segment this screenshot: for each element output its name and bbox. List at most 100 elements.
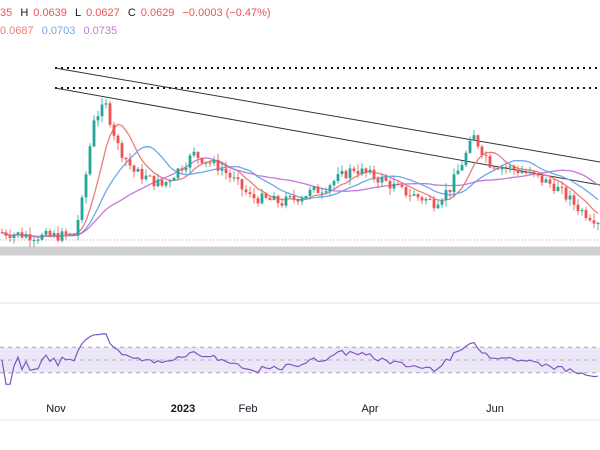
candle-body (64, 231, 68, 235)
candle-body (4, 232, 8, 236)
legend-high-label: H (20, 7, 29, 19)
candle-body (148, 175, 152, 177)
candle-body (200, 157, 204, 164)
candle-body (32, 240, 36, 242)
candle-body (304, 195, 308, 199)
candle-body (296, 199, 300, 202)
candle-body (208, 162, 212, 164)
candle-body (280, 203, 284, 206)
candle-body (256, 198, 260, 204)
candle-body (540, 175, 544, 183)
candle-body (68, 233, 72, 235)
candle-body (136, 168, 140, 172)
candle-body (432, 199, 436, 209)
candle-body (308, 189, 312, 196)
candle-body (320, 192, 324, 194)
candle-body (364, 168, 368, 173)
candle-body (396, 183, 400, 185)
candle-body (400, 184, 404, 187)
candle-body (348, 168, 352, 179)
candle-body (100, 104, 104, 117)
candle-body (260, 193, 264, 204)
candle-body (252, 194, 256, 199)
candle-body (412, 194, 416, 196)
candle-body (580, 210, 584, 212)
candle-body (8, 235, 12, 239)
candle-body (244, 189, 248, 193)
candle-body (168, 180, 172, 182)
candle-body (352, 168, 356, 172)
ma-mid-value: 0.0703 (41, 25, 76, 37)
candle-body (388, 180, 392, 189)
candle-body (236, 177, 240, 180)
legend-high-value: 0.0639 (33, 7, 67, 19)
candle-body (536, 174, 540, 176)
candle-body (60, 231, 64, 241)
candle-body (36, 239, 40, 241)
candle-body (84, 174, 88, 198)
candle-body (172, 177, 176, 181)
candle-body (284, 196, 288, 206)
candle-body (480, 146, 484, 156)
candle-body (336, 174, 340, 182)
candle-body (300, 198, 304, 202)
time-axis-label: Jun (486, 403, 504, 415)
candle-body (40, 234, 44, 240)
candle-body (592, 220, 596, 224)
candle-body (156, 179, 160, 187)
candle-body (292, 195, 296, 200)
candle-body (312, 186, 316, 190)
candle-body (140, 168, 144, 180)
candle-body (268, 197, 272, 201)
candle-body (48, 230, 52, 236)
ma-slow-value: 0.0735 (83, 25, 118, 37)
time-axis-label: 2023 (171, 403, 195, 415)
candle-body (152, 175, 156, 187)
candle-body (164, 181, 168, 186)
candle-body (544, 179, 548, 183)
candle-body (456, 170, 460, 175)
candle-body (476, 135, 480, 147)
candle-body (484, 155, 488, 157)
candle-body (524, 171, 528, 174)
candle-body (20, 232, 24, 238)
ohlc-legend: 35 H 0.0639 L 0.0627 C 0.0629 −0.0003 (−0.4… (0, 7, 276, 19)
candle-body (596, 223, 600, 225)
candle-body (332, 181, 336, 186)
candle-body (356, 171, 360, 175)
candle-body (228, 173, 232, 178)
candle-body (44, 230, 48, 235)
candle-body (328, 185, 332, 192)
candle-body (428, 198, 432, 200)
rsi-band (0, 347, 600, 373)
time-axis-label: Feb (239, 403, 258, 415)
candle-body (188, 155, 192, 168)
candle-body (104, 103, 108, 105)
candle-body (112, 124, 116, 136)
candle-body (408, 195, 412, 197)
candle-body (504, 167, 508, 169)
candle-body (24, 234, 28, 238)
rsi-pane (0, 333, 600, 385)
candle-body (80, 197, 84, 220)
candle-body (496, 167, 500, 170)
candle-body (232, 177, 236, 179)
legend-low-label: L (74, 7, 82, 19)
time-axis-label: Apr (361, 403, 378, 415)
candle-body (452, 174, 456, 193)
candle-body (552, 183, 556, 192)
candle-body (372, 169, 376, 179)
candle-body (492, 167, 496, 169)
candle-body (92, 120, 96, 147)
candle-body (440, 200, 444, 205)
legend-open-value: 35 (0, 7, 13, 19)
candle-body (220, 168, 224, 171)
candle-body (376, 178, 380, 183)
candle-body (180, 168, 184, 171)
candle-body (448, 189, 452, 193)
candle-body (108, 103, 112, 125)
candle-body (344, 170, 348, 179)
candle-body (124, 157, 128, 160)
legend-close-value: 0.0629 (140, 7, 175, 19)
